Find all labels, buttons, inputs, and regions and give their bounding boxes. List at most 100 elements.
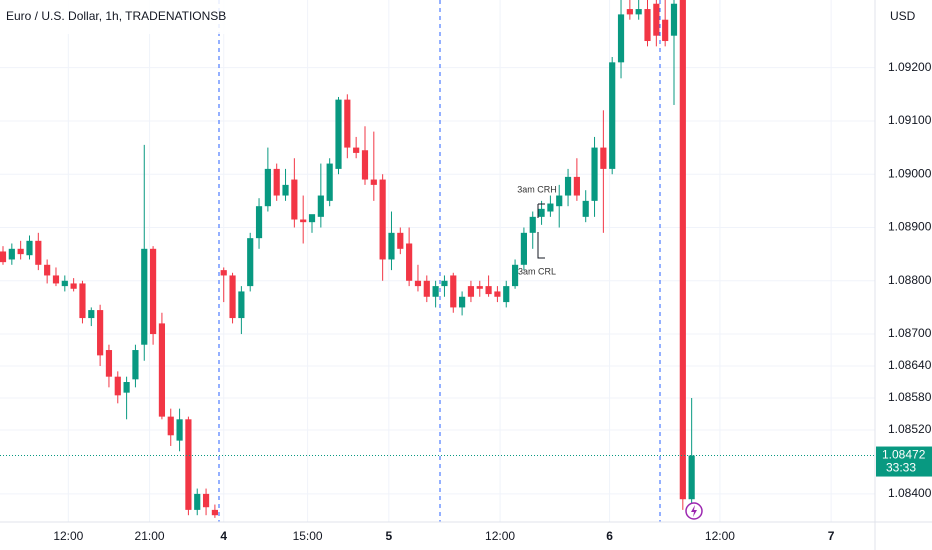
candle-body (397, 232, 404, 249)
y-tick-label: 1.08520 (888, 422, 932, 436)
candle-body (264, 168, 271, 207)
candle-body (485, 286, 492, 295)
x-tick-label: 5 (385, 529, 392, 543)
candle-body (644, 9, 651, 42)
candle-body (609, 62, 616, 169)
candle-body (432, 286, 439, 297)
candle-body (52, 275, 60, 284)
candle-body (635, 9, 642, 15)
candle-body (88, 310, 95, 319)
x-tick-label: 21:00 (135, 529, 165, 543)
candle-body (229, 275, 236, 319)
title-bg (0, 0, 250, 34)
candle-body (662, 19, 669, 42)
candle-body (317, 195, 324, 217)
currency: USD (890, 9, 916, 23)
candle-body (441, 280, 448, 287)
y-tick-label: 1.08900 (888, 220, 932, 234)
x-tick-label: 7 (828, 529, 835, 543)
candle-body (158, 323, 166, 417)
candle-body (79, 283, 86, 319)
candle-body (370, 179, 377, 185)
x-tick-label: 4 (220, 529, 227, 543)
candle-body (600, 147, 607, 169)
candle-body (388, 232, 395, 260)
candle-body (194, 493, 201, 510)
candle-body (26, 240, 33, 256)
x-tick-label: 12:00 (53, 529, 83, 543)
candle-body (626, 9, 633, 15)
candle-body (406, 243, 413, 281)
candle-body (132, 350, 139, 380)
candle-body (547, 203, 554, 212)
candle-body (291, 179, 298, 220)
candle-body (511, 264, 519, 287)
candle-body (459, 296, 466, 308)
candle-body (238, 291, 245, 319)
candle-body (167, 416, 174, 436)
candle-body (44, 264, 51, 276)
y-tick-label: 1.08640 (888, 358, 932, 372)
candle-body (114, 376, 121, 396)
candle-body (556, 195, 563, 207)
candle-body (414, 280, 422, 287)
candle-body (0, 251, 7, 263)
candle-body (591, 147, 598, 201)
candle-body (150, 248, 157, 335)
candle-body (255, 206, 263, 239)
candle-body (476, 286, 483, 289)
candle-body (35, 240, 42, 265)
chart-title: Euro / U.S. Dollar, 1h, TRADENATIONSB (6, 9, 226, 23)
candle-body (688, 455, 695, 500)
y-tick-label: 1.09000 (888, 166, 932, 180)
candle-body (379, 179, 386, 260)
candle-body (529, 216, 536, 233)
y-tick-label: 1.08700 (888, 326, 932, 340)
candle-body (247, 238, 254, 287)
x-tick-label: 6 (606, 529, 613, 543)
candle-body (141, 248, 148, 345)
candle-body (8, 248, 15, 260)
candle-body (326, 163, 333, 201)
x-tick-label: 12:00 (705, 529, 735, 543)
candle-body (573, 176, 580, 196)
candle-body (653, 3, 660, 36)
candle-body (520, 232, 527, 265)
annotation: 3am CRH (517, 184, 557, 194)
candle-body (97, 310, 104, 356)
candle-body (300, 219, 307, 223)
candle-body (61, 280, 68, 287)
candle-body (123, 382, 130, 393)
candle-body (564, 176, 572, 196)
y-tick-label: 1.08580 (888, 390, 932, 404)
candle-body (494, 291, 501, 297)
candle-body (17, 248, 24, 255)
candle-body (308, 214, 316, 223)
annotation-bracket (537, 203, 545, 259)
candle-body (467, 286, 475, 297)
y-tick-label: 1.08400 (888, 486, 932, 500)
candle-body (353, 147, 360, 153)
candle-body (105, 350, 113, 377)
alert-icon[interactable] (685, 502, 703, 520)
candle-body (185, 419, 192, 510)
candle-body (202, 493, 210, 508)
candle-body (282, 184, 289, 196)
y-tick-label: 1.09200 (888, 60, 932, 74)
candle-body (273, 168, 280, 196)
candle-body (344, 99, 351, 148)
candle-body (503, 286, 510, 303)
candle-body (423, 280, 430, 297)
candle-body (211, 509, 218, 516)
candle-body (679, 0, 686, 500)
candle-body (176, 419, 183, 441)
y-tick-label: 1.08800 (888, 273, 932, 287)
annotation: 3am CRL (518, 266, 556, 276)
candle-body (450, 275, 457, 308)
candle-body (617, 14, 625, 63)
x-tick-label: 15:00 (293, 529, 323, 543)
candle-body (538, 208, 545, 217)
candle-body (582, 200, 589, 217)
